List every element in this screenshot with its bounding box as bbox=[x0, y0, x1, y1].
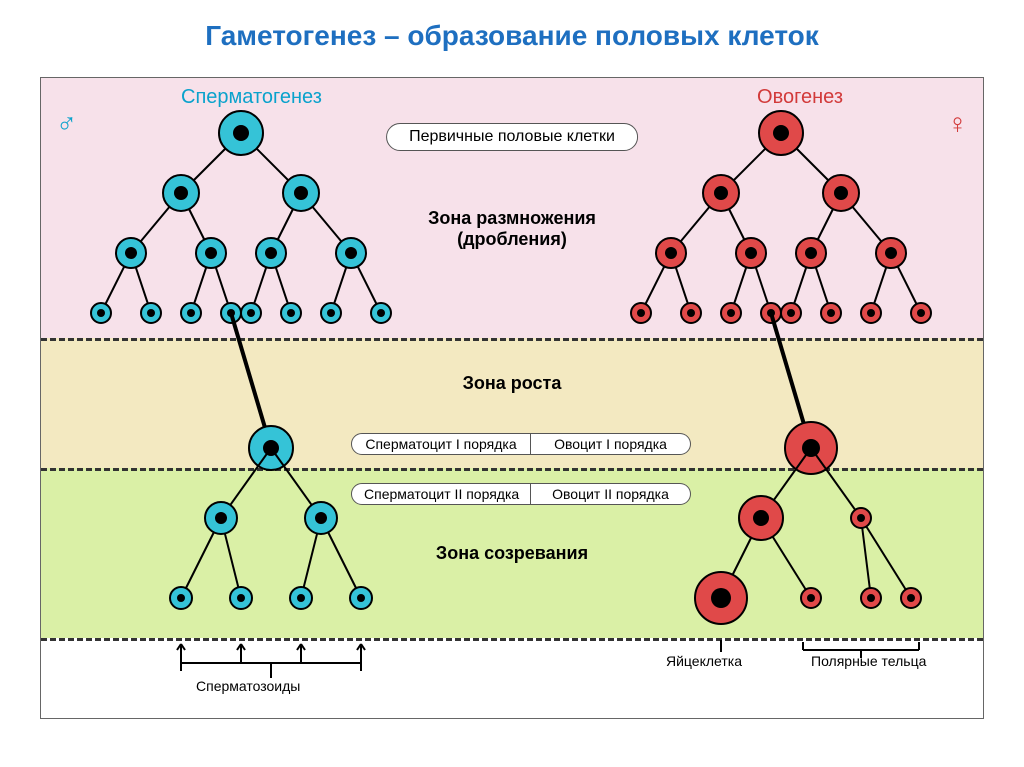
cells-svg bbox=[41, 78, 983, 718]
egg-bottom-label: Яйцеклетка bbox=[666, 653, 742, 669]
polar-bottom-label: Полярные тельца bbox=[811, 653, 926, 669]
diagram-container: Сперматогенез Овогенез ♂ ♀ Первичные пол… bbox=[40, 77, 984, 719]
page-title: Гаметогенез – образование половых клеток bbox=[0, 0, 1024, 62]
sperm-bottom-label: Сперматозоиды bbox=[196, 678, 300, 694]
